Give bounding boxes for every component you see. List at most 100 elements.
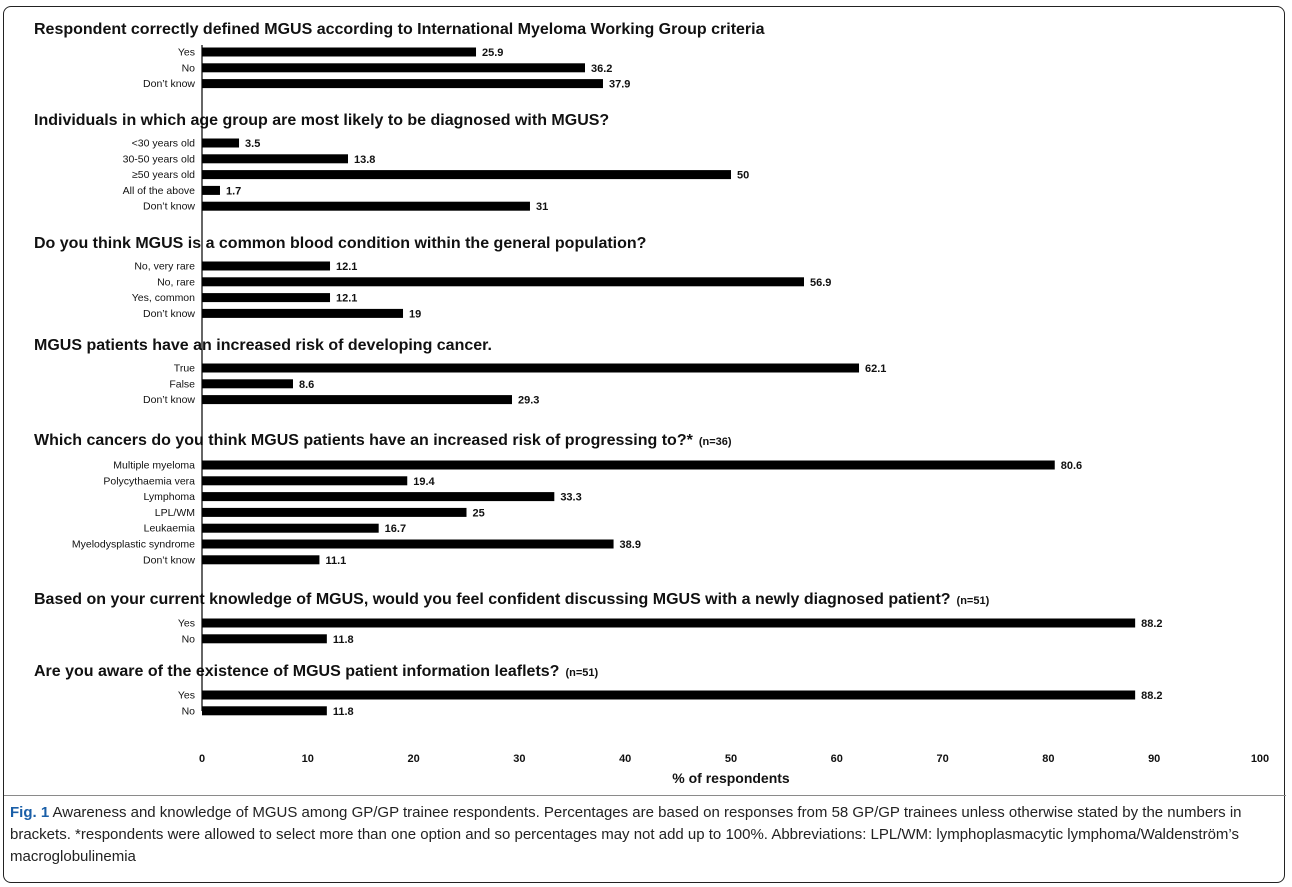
data-label: 19 (409, 308, 421, 320)
bar-chart: Respondent correctly defined MGUS accord… (34, 21, 1269, 786)
x-axis-label: % of respondents (672, 770, 790, 786)
bar (202, 539, 614, 549)
x-tick-label: 0 (199, 753, 205, 765)
data-label: 16.7 (385, 523, 406, 535)
bar (202, 185, 220, 195)
category-label: True (174, 363, 195, 375)
category-label: No (182, 633, 196, 645)
question-title: Individuals in which age group are most … (34, 112, 609, 129)
question-title: Do you think MGUS is a common blood cond… (34, 235, 646, 252)
data-label: 31 (536, 201, 548, 213)
data-label: 88.2 (1141, 690, 1162, 702)
bar (202, 523, 379, 533)
question-sample-size: (n=36) (699, 436, 732, 448)
bar (202, 79, 603, 89)
category-label: No, rare (157, 276, 195, 288)
data-label: 19.4 (413, 476, 435, 488)
x-tick-label: 40 (619, 753, 631, 765)
category-label: Don’t know (143, 308, 195, 320)
category-label: Myelodysplastic syndrome (72, 539, 195, 551)
x-tick-label: 30 (513, 753, 525, 765)
bar (202, 277, 805, 287)
caption-divider (4, 795, 1286, 796)
data-label: 38.9 (620, 539, 641, 551)
bar (202, 154, 349, 164)
category-label: Don’t know (143, 394, 195, 406)
data-label: 25 (473, 507, 485, 519)
x-tick-label: 70 (936, 753, 948, 765)
data-label: 50 (737, 170, 749, 182)
data-label: 88.2 (1141, 618, 1162, 630)
bar (202, 170, 731, 180)
data-label: 56.9 (810, 277, 831, 289)
category-label: Leukaemia (144, 523, 196, 535)
data-label: 12.1 (336, 261, 357, 273)
data-label: 8.6 (299, 379, 314, 391)
bar (202, 706, 327, 716)
category-label: ≥50 years old (132, 169, 195, 181)
bar (202, 138, 240, 148)
question-title: Which cancers do you think MGUS patients… (34, 432, 694, 449)
category-label: LPL/WM (155, 507, 195, 519)
bar (202, 460, 1055, 470)
figure-frame: Respondent correctly defined MGUS accord… (3, 6, 1285, 883)
category-label: Don’t know (143, 78, 195, 90)
x-tick-label: 50 (725, 753, 737, 765)
category-label: 30-50 years old (123, 153, 196, 165)
category-label: No, very rare (134, 261, 195, 273)
data-label: 25.9 (482, 47, 503, 59)
category-label: Yes (178, 47, 195, 59)
data-label: 29.3 (518, 395, 539, 407)
x-tick-label: 100 (1251, 753, 1269, 765)
data-label: 3.5 (245, 138, 260, 150)
data-label: 80.6 (1061, 460, 1082, 472)
question-sample-size: (n=51) (957, 595, 990, 607)
bar (202, 476, 408, 486)
bar (202, 308, 404, 318)
bar (202, 555, 320, 565)
category-label: Don’t know (143, 201, 195, 213)
question-sample-size: (n=51) (565, 667, 598, 679)
bar (202, 395, 512, 405)
bar (202, 63, 585, 73)
category-label: False (169, 378, 195, 390)
category-label: All of the above (123, 185, 196, 197)
data-label: 11.8 (333, 634, 354, 646)
question-title: Are you aware of the existence of MGUS p… (34, 663, 559, 680)
bar (202, 261, 331, 271)
category-label: Don’t know (143, 554, 195, 566)
category-label: No (182, 705, 196, 717)
category-label: Multiple myeloma (113, 460, 195, 472)
data-label: 11.1 (325, 555, 346, 567)
category-label: No (182, 62, 196, 74)
category-label: Lymphoma (143, 491, 195, 503)
x-tick-label: 80 (1042, 753, 1054, 765)
question-title: MGUS patients have an increased risk of … (34, 337, 492, 354)
category-label: Polycythaemia vera (103, 475, 195, 487)
x-tick-label: 20 (407, 753, 419, 765)
bar (202, 634, 327, 644)
data-label: 11.8 (333, 706, 354, 718)
data-label: 33.3 (560, 492, 581, 504)
bar (202, 47, 477, 57)
bar (202, 293, 331, 303)
data-label: 37.9 (609, 79, 630, 91)
category-label: Yes, common (132, 292, 195, 304)
category-label: Yes (178, 690, 195, 702)
data-label: 62.1 (865, 363, 886, 375)
question-title: Based on your current knowledge of MGUS,… (34, 591, 951, 608)
category-label: <30 years old (132, 138, 195, 150)
bar (202, 379, 293, 389)
bar (202, 492, 555, 502)
bar (202, 363, 860, 373)
figure-label: Fig. 1 (10, 804, 50, 821)
question-title: Respondent correctly defined MGUS accord… (34, 21, 765, 38)
data-label: 13.8 (354, 154, 375, 166)
data-label: 1.7 (226, 185, 241, 197)
data-label: 12.1 (336, 293, 357, 305)
data-label: 36.2 (591, 63, 612, 75)
category-label: Yes (178, 618, 195, 630)
bar (202, 507, 467, 517)
bar (202, 201, 530, 211)
figure-caption: Fig. 1 Awareness and knowledge of MGUS a… (10, 802, 1278, 868)
